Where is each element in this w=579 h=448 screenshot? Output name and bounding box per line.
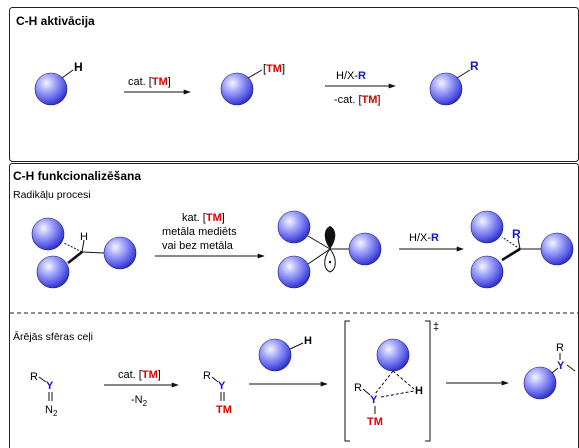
carbene-y-label: Y [218, 380, 226, 392]
substrate-sphere [34, 72, 68, 106]
ts-r-y-bond [362, 388, 371, 396]
top-panel-frame [9, 7, 579, 162]
ts-tm-label: TM [367, 416, 383, 428]
diazo-r-y-bond [38, 376, 47, 383]
final-y-label: Y [557, 360, 565, 372]
ts-r-label: R [354, 382, 362, 394]
ts-dashed-c-h [392, 370, 415, 390]
arrow2-bottom-label: -cat. [TM] [334, 94, 380, 106]
outer-hydrogen-label: H [304, 335, 312, 347]
ts-sphere [376, 338, 410, 372]
radical-int-bond-top [307, 235, 331, 250]
radical-intermediate-sphere-bottom [277, 255, 311, 289]
radical-product-sphere-right [540, 232, 574, 266]
radical-intermediate-sphere-right [348, 232, 382, 266]
bottom-panel-frame [9, 163, 579, 448]
radical-substrate-sphere-bottom [36, 255, 70, 289]
carbene-r-label: R [203, 370, 211, 382]
p-orbital-upper-lobe [324, 226, 336, 249]
carbene-arrow-bottom-label: -N2 [131, 394, 148, 408]
ts-h-label: H [415, 385, 423, 397]
radical-section-label: Radikāļu procesi [13, 189, 91, 201]
r-group-label: R [470, 59, 479, 73]
outer-substrate-sphere [258, 338, 292, 372]
radical-arrow1-line2: metāla mediēts [162, 226, 237, 238]
c-r-bond [456, 69, 471, 79]
diazo-n2-label: N2 [45, 404, 58, 418]
final-r-label: R [556, 342, 564, 354]
radical-prod-bond-hash [501, 236, 521, 250]
c-h-bond [61, 69, 74, 79]
radical-bond-hash [63, 242, 83, 253]
outer-c-h-bond [289, 342, 304, 350]
top-panel-title: C-H aktivācija [16, 14, 95, 28]
metallated-sphere [220, 72, 254, 106]
outer-sphere-section-label: Ārējās sfēras ceļi [13, 331, 93, 343]
hydrogen-label: H [74, 60, 83, 74]
radical-hydrogen-label: H [80, 231, 88, 243]
radical-arrow1-line3: vai bez metāla [162, 240, 234, 252]
radical-product-sphere-top [470, 210, 504, 244]
bottom-panel-title: C-H funkcionalizēšana [13, 169, 141, 183]
ts-bracket-left [344, 320, 350, 442]
ts-dagger: ‡ [433, 321, 439, 333]
radical-prod-c-r-bond [517, 237, 521, 250]
ts-dashed-y-h [380, 390, 415, 398]
carbene-arrow-top-label: cat. [TM] [118, 369, 161, 381]
ts-y-label: Y [370, 394, 378, 406]
p-orbital-lower-lobe [324, 248, 336, 273]
radical-c-h-bond [81, 239, 85, 253]
radical-substrate-sphere-right [103, 236, 137, 270]
radical-arrow2-label: H/X-R [409, 232, 439, 244]
c-tm-bond [247, 69, 263, 79]
carbene-tm-label: TM [216, 404, 232, 416]
radical-arrow1-line1: kat. [TM] [182, 212, 225, 224]
radical-intermediate-sphere-top [277, 210, 311, 244]
radical-product-sphere-bottom [470, 255, 504, 289]
ts-dashed-c-y [374, 370, 394, 395]
final-y-methyl-bond [566, 364, 576, 372]
final-product-sphere [523, 366, 557, 400]
radical-int-bond-bottom [307, 248, 331, 265]
radical-electron-dot [328, 260, 332, 264]
diazo-r-label: R [30, 371, 38, 383]
ts-bracket-right [425, 320, 431, 442]
radical-bond-right [81, 251, 105, 254]
diazo-y-label: Y [46, 380, 54, 392]
product-sphere [429, 72, 463, 106]
radical-bond-wedge [67, 250, 83, 265]
radical-prod-bond-wedge [501, 247, 521, 262]
radical-product-r-label: R [512, 227, 521, 241]
arrow1-label: cat. [TM] [128, 76, 171, 88]
radical-substrate-sphere-top [31, 217, 65, 251]
carbene-r-y-bond [211, 376, 219, 383]
tm-label: [TM] [263, 63, 285, 75]
arrow2-top-label: H/X-R [336, 70, 366, 82]
final-c-y-bond [551, 367, 559, 374]
